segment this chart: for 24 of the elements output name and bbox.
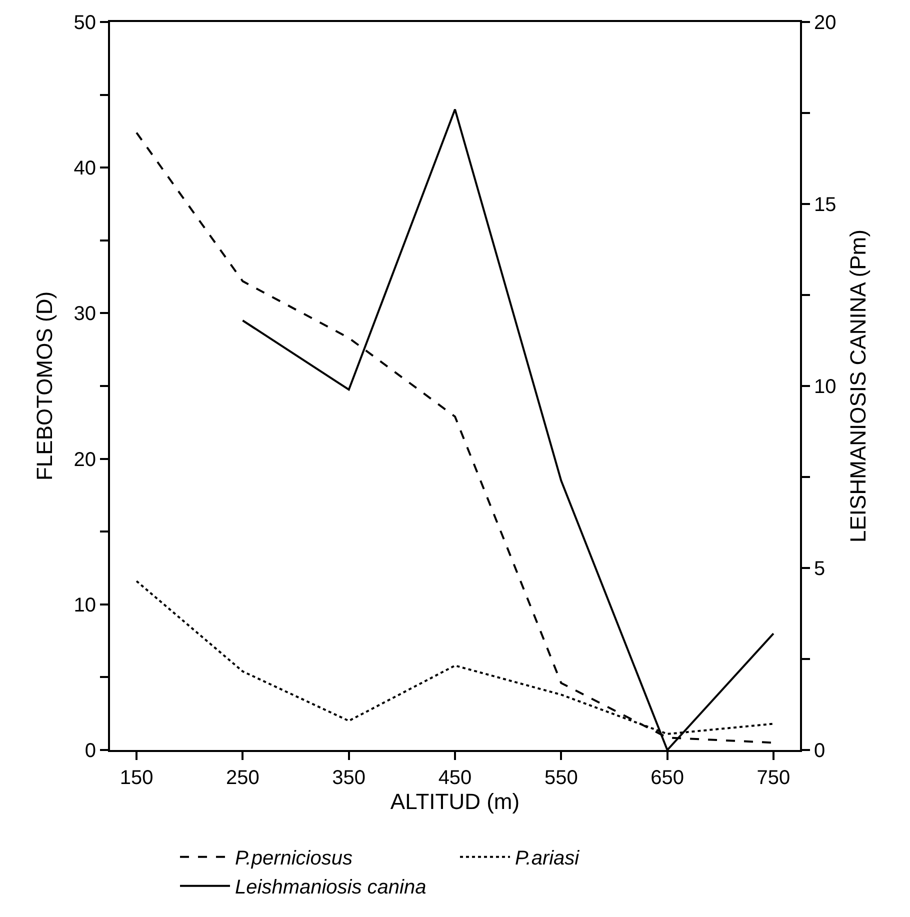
y-tick-label: 10 — [74, 594, 96, 616]
y-tick-label: 30 — [74, 303, 96, 326]
y-tick-label: 20 — [74, 448, 96, 471]
x-tick-label: 650 — [650, 767, 684, 789]
y2-tick-label: 10 — [814, 376, 836, 398]
y-tick-label: 0 — [84, 740, 96, 762]
x-tick-label: 750 — [756, 767, 790, 789]
legend-label: Leishmaniosis canina — [235, 876, 426, 899]
legend-label: P.perniciosus — [235, 848, 352, 870]
x-tick-label: 350 — [332, 767, 366, 789]
x-tick-label: 250 — [226, 767, 260, 789]
y-tick-label: 40 — [74, 158, 96, 180]
x-tick-label: 450 — [438, 767, 472, 789]
y2-tick-label: 0 — [814, 740, 826, 762]
y-axis-title: FLEBOTOMOS (D) — [32, 291, 58, 481]
x-axis-title: ALTITUD (m) — [390, 789, 520, 814]
y2-tick-label: 20 — [814, 12, 836, 34]
y-tick-label: 50 — [74, 12, 96, 34]
legend-label: P.ariasi — [515, 848, 580, 870]
y2-tick-label: 5 — [814, 558, 826, 580]
y2-tick-label: 15 — [814, 194, 836, 216]
y2-axis-title: LEISHMANIOSIS CANINA (Pm) — [846, 230, 871, 542]
x-tick-label: 150 — [120, 767, 154, 789]
x-tick-label: 550 — [544, 767, 578, 789]
